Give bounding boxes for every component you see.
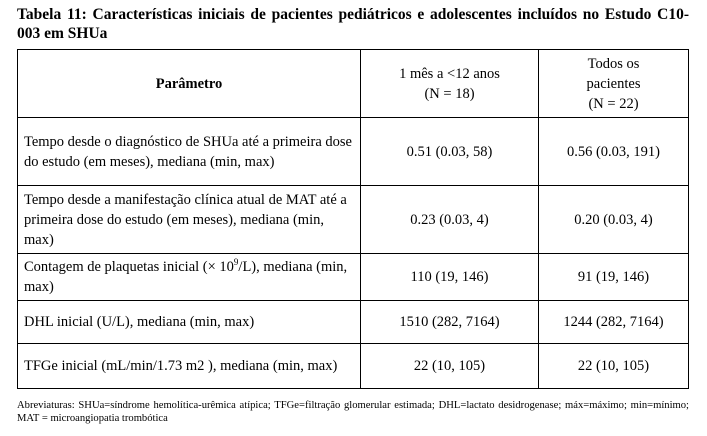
row-value-all-patients: 1244 (282, 7164) [538,300,689,344]
row-parameter: Contagem de plaquetas inicial (× 109/L),… [17,253,361,301]
table-caption: Tabela 11: Características iniciais de p… [17,6,689,42]
row-parameter: TFGe inicial (mL/min/1.73 m2 ), mediana … [17,343,361,389]
row-parameter: Tempo desde a manifestação clínica atual… [17,185,361,254]
row-value-all-patients: 0.56 (0.03, 191) [538,117,689,186]
abbreviations-footnote: Abreviaturas: SHUa=síndrome hemolítica-u… [17,400,689,424]
row-parameter-text: Contagem de plaquetas inicial (× 10 [24,259,234,275]
table-row: TFGe inicial (mL/min/1.73 m2 ), mediana … [17,343,689,389]
header-age-group-n: (N = 18) [424,85,475,102]
header-all-patients: Todos os pacientes (N = 22) [538,49,689,118]
table-row: DHL inicial (U/L), mediana (min, max) 15… [17,300,689,344]
header-all-patients-label-2: pacientes [586,75,641,92]
header-age-group-label: 1 mês a <12 anos [399,65,500,82]
baseline-characteristics-table: Parâmetro 1 mês a <12 anos (N = 18) Todo… [17,49,689,389]
header-parameter: Parâmetro [17,49,361,118]
row-value-all-patients: 0.20 (0.03, 4) [538,185,689,254]
table-row: Tempo desde o diagnóstico de SHUa até a … [17,117,689,186]
row-value-age-group: 110 (19, 146) [360,253,539,301]
header-row: Parâmetro 1 mês a <12 anos (N = 18) Todo… [17,49,689,118]
row-parameter-exponent: 9 [233,257,239,268]
row-value-age-group: 0.23 (0.03, 4) [360,185,539,254]
row-value-all-patients: 91 (19, 146) [538,253,689,301]
table-row: Contagem de plaquetas inicial (× 109/L),… [17,253,689,301]
header-age-group: 1 mês a <12 anos (N = 18) [360,49,539,118]
row-value-all-patients: 22 (10, 105) [538,343,689,389]
row-parameter: DHL inicial (U/L), mediana (min, max) [17,300,361,344]
header-all-patients-n: (N = 22) [588,95,639,112]
row-parameter: Tempo desde o diagnóstico de SHUa até a … [17,117,361,186]
row-value-age-group: 1510 (282, 7164) [360,300,539,344]
row-parameter-text-end: /L), mediana (min, max) [24,259,348,295]
header-all-patients-label-1: Todos os [587,55,640,72]
row-value-age-group: 22 (10, 105) [360,343,539,389]
table-row: Tempo desde a manifestação clínica atual… [17,185,689,254]
row-value-age-group: 0.51 (0.03, 58) [360,117,539,186]
